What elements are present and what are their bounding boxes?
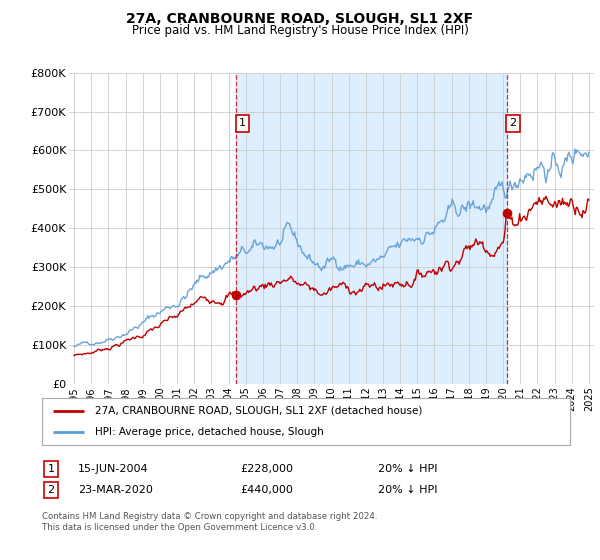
Text: 1: 1 (47, 464, 55, 474)
Text: 2: 2 (509, 118, 517, 128)
Text: 20% ↓ HPI: 20% ↓ HPI (378, 464, 437, 474)
Bar (236, 73, 507, 384)
Text: 15-JUN-2004: 15-JUN-2004 (78, 464, 149, 474)
Text: Contains HM Land Registry data © Crown copyright and database right 2024.
This d: Contains HM Land Registry data © Crown c… (42, 512, 377, 532)
Text: 27A, CRANBOURNE ROAD, SLOUGH, SL1 2XF (detached house): 27A, CRANBOURNE ROAD, SLOUGH, SL1 2XF (d… (95, 406, 422, 416)
Text: 23-MAR-2020: 23-MAR-2020 (78, 485, 153, 495)
Text: Price paid vs. HM Land Registry's House Price Index (HPI): Price paid vs. HM Land Registry's House … (131, 24, 469, 37)
Text: HPI: Average price, detached house, Slough: HPI: Average price, detached house, Slou… (95, 427, 323, 437)
Text: 20% ↓ HPI: 20% ↓ HPI (378, 485, 437, 495)
Text: 1: 1 (239, 118, 246, 128)
Text: 27A, CRANBOURNE ROAD, SLOUGH, SL1 2XF: 27A, CRANBOURNE ROAD, SLOUGH, SL1 2XF (127, 12, 473, 26)
Text: 2: 2 (47, 485, 55, 495)
Text: £440,000: £440,000 (240, 485, 293, 495)
Text: £228,000: £228,000 (240, 464, 293, 474)
